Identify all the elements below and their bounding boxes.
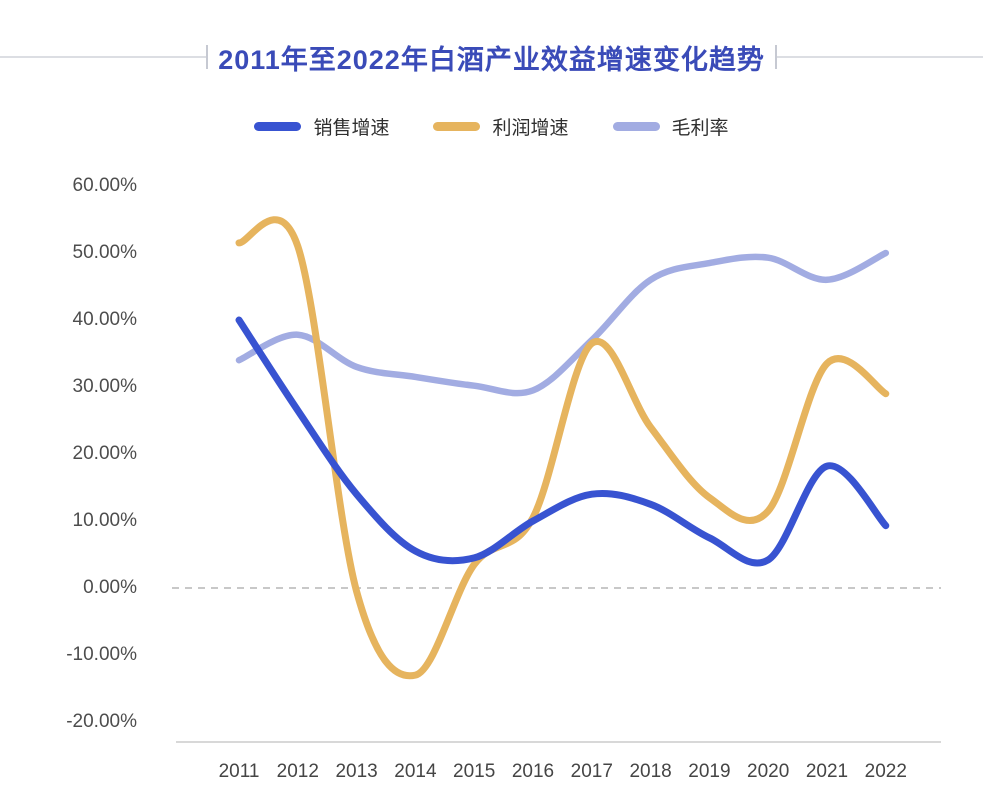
legend-swatch-sales	[254, 121, 302, 131]
x-axis-tick-label: 2013	[335, 761, 378, 782]
y-axis-tick-label: -20.00%	[66, 711, 137, 732]
chart-legend: 销售增速 利润增速 毛利率	[0, 110, 983, 142]
y-axis-tick-label: 40.00%	[72, 309, 137, 330]
series-line-margin[interactable]	[235, 249, 890, 397]
x-axis-tick-label: 2020	[747, 761, 790, 782]
legend-swatch-margin	[612, 121, 660, 131]
x-axis-tick-label: 2019	[688, 761, 731, 782]
x-axis-tick-label: 2018	[629, 761, 672, 782]
x-axis-tick-label: 2011	[218, 761, 260, 782]
y-axis-tick-label: 0.00%	[83, 577, 137, 598]
chart-title-row: 2011年至2022年白酒产业效益增速变化趋势	[0, 36, 983, 78]
legend-item-profit[interactable]: 利润增速	[433, 113, 569, 140]
series-line-sales[interactable]	[235, 316, 890, 567]
x-axis-tick-label: 2015	[453, 761, 496, 782]
title-tick-left	[206, 45, 209, 69]
x-axis-tick-label: 2016	[511, 761, 555, 782]
legend-item-sales[interactable]: 销售增速	[254, 113, 389, 140]
legend-label-profit: 利润增速	[492, 117, 569, 139]
title-tick-right	[774, 45, 777, 69]
x-axis-tick-label: 2012	[276, 761, 319, 782]
y-axis-tick-label: -10.00%	[66, 644, 137, 665]
y-axis-tick-label: 50.00%	[72, 242, 137, 263]
x-axis-tick-label: 2021	[805, 761, 849, 782]
y-axis-tick-label: 10.00%	[72, 510, 137, 531]
y-axis-tick-label: 60.00%	[72, 175, 137, 196]
legend-label-sales: 销售增速	[313, 117, 390, 139]
title-rule-right	[776, 56, 983, 58]
series-line-profit[interactable]	[235, 216, 890, 680]
legend-label-margin: 毛利率	[671, 117, 729, 139]
legend-swatch-profit	[433, 121, 481, 131]
x-axis-tick-label: 2017	[570, 761, 613, 782]
title-rule-left	[0, 56, 207, 58]
x-axis-tick-label: 2022	[864, 761, 907, 782]
chart-title: 2011年至2022年白酒产业效益增速变化趋势	[218, 44, 765, 75]
y-axis-tick-label: 20.00%	[72, 443, 137, 464]
x-axis-tick-label: 2014	[394, 761, 437, 782]
legend-item-margin[interactable]: 毛利率	[612, 113, 729, 140]
y-axis-tick-label: 30.00%	[72, 376, 137, 397]
